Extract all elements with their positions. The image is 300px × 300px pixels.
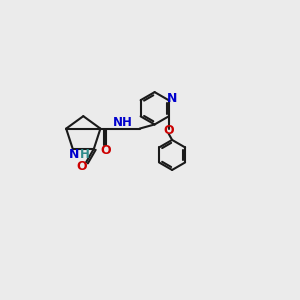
Text: H: H: [80, 148, 90, 161]
Text: N: N: [69, 148, 79, 161]
Text: N: N: [167, 92, 177, 105]
Text: O: O: [163, 124, 174, 137]
Text: NH: NH: [113, 116, 133, 129]
Text: O: O: [101, 144, 111, 157]
Text: O: O: [76, 160, 87, 173]
